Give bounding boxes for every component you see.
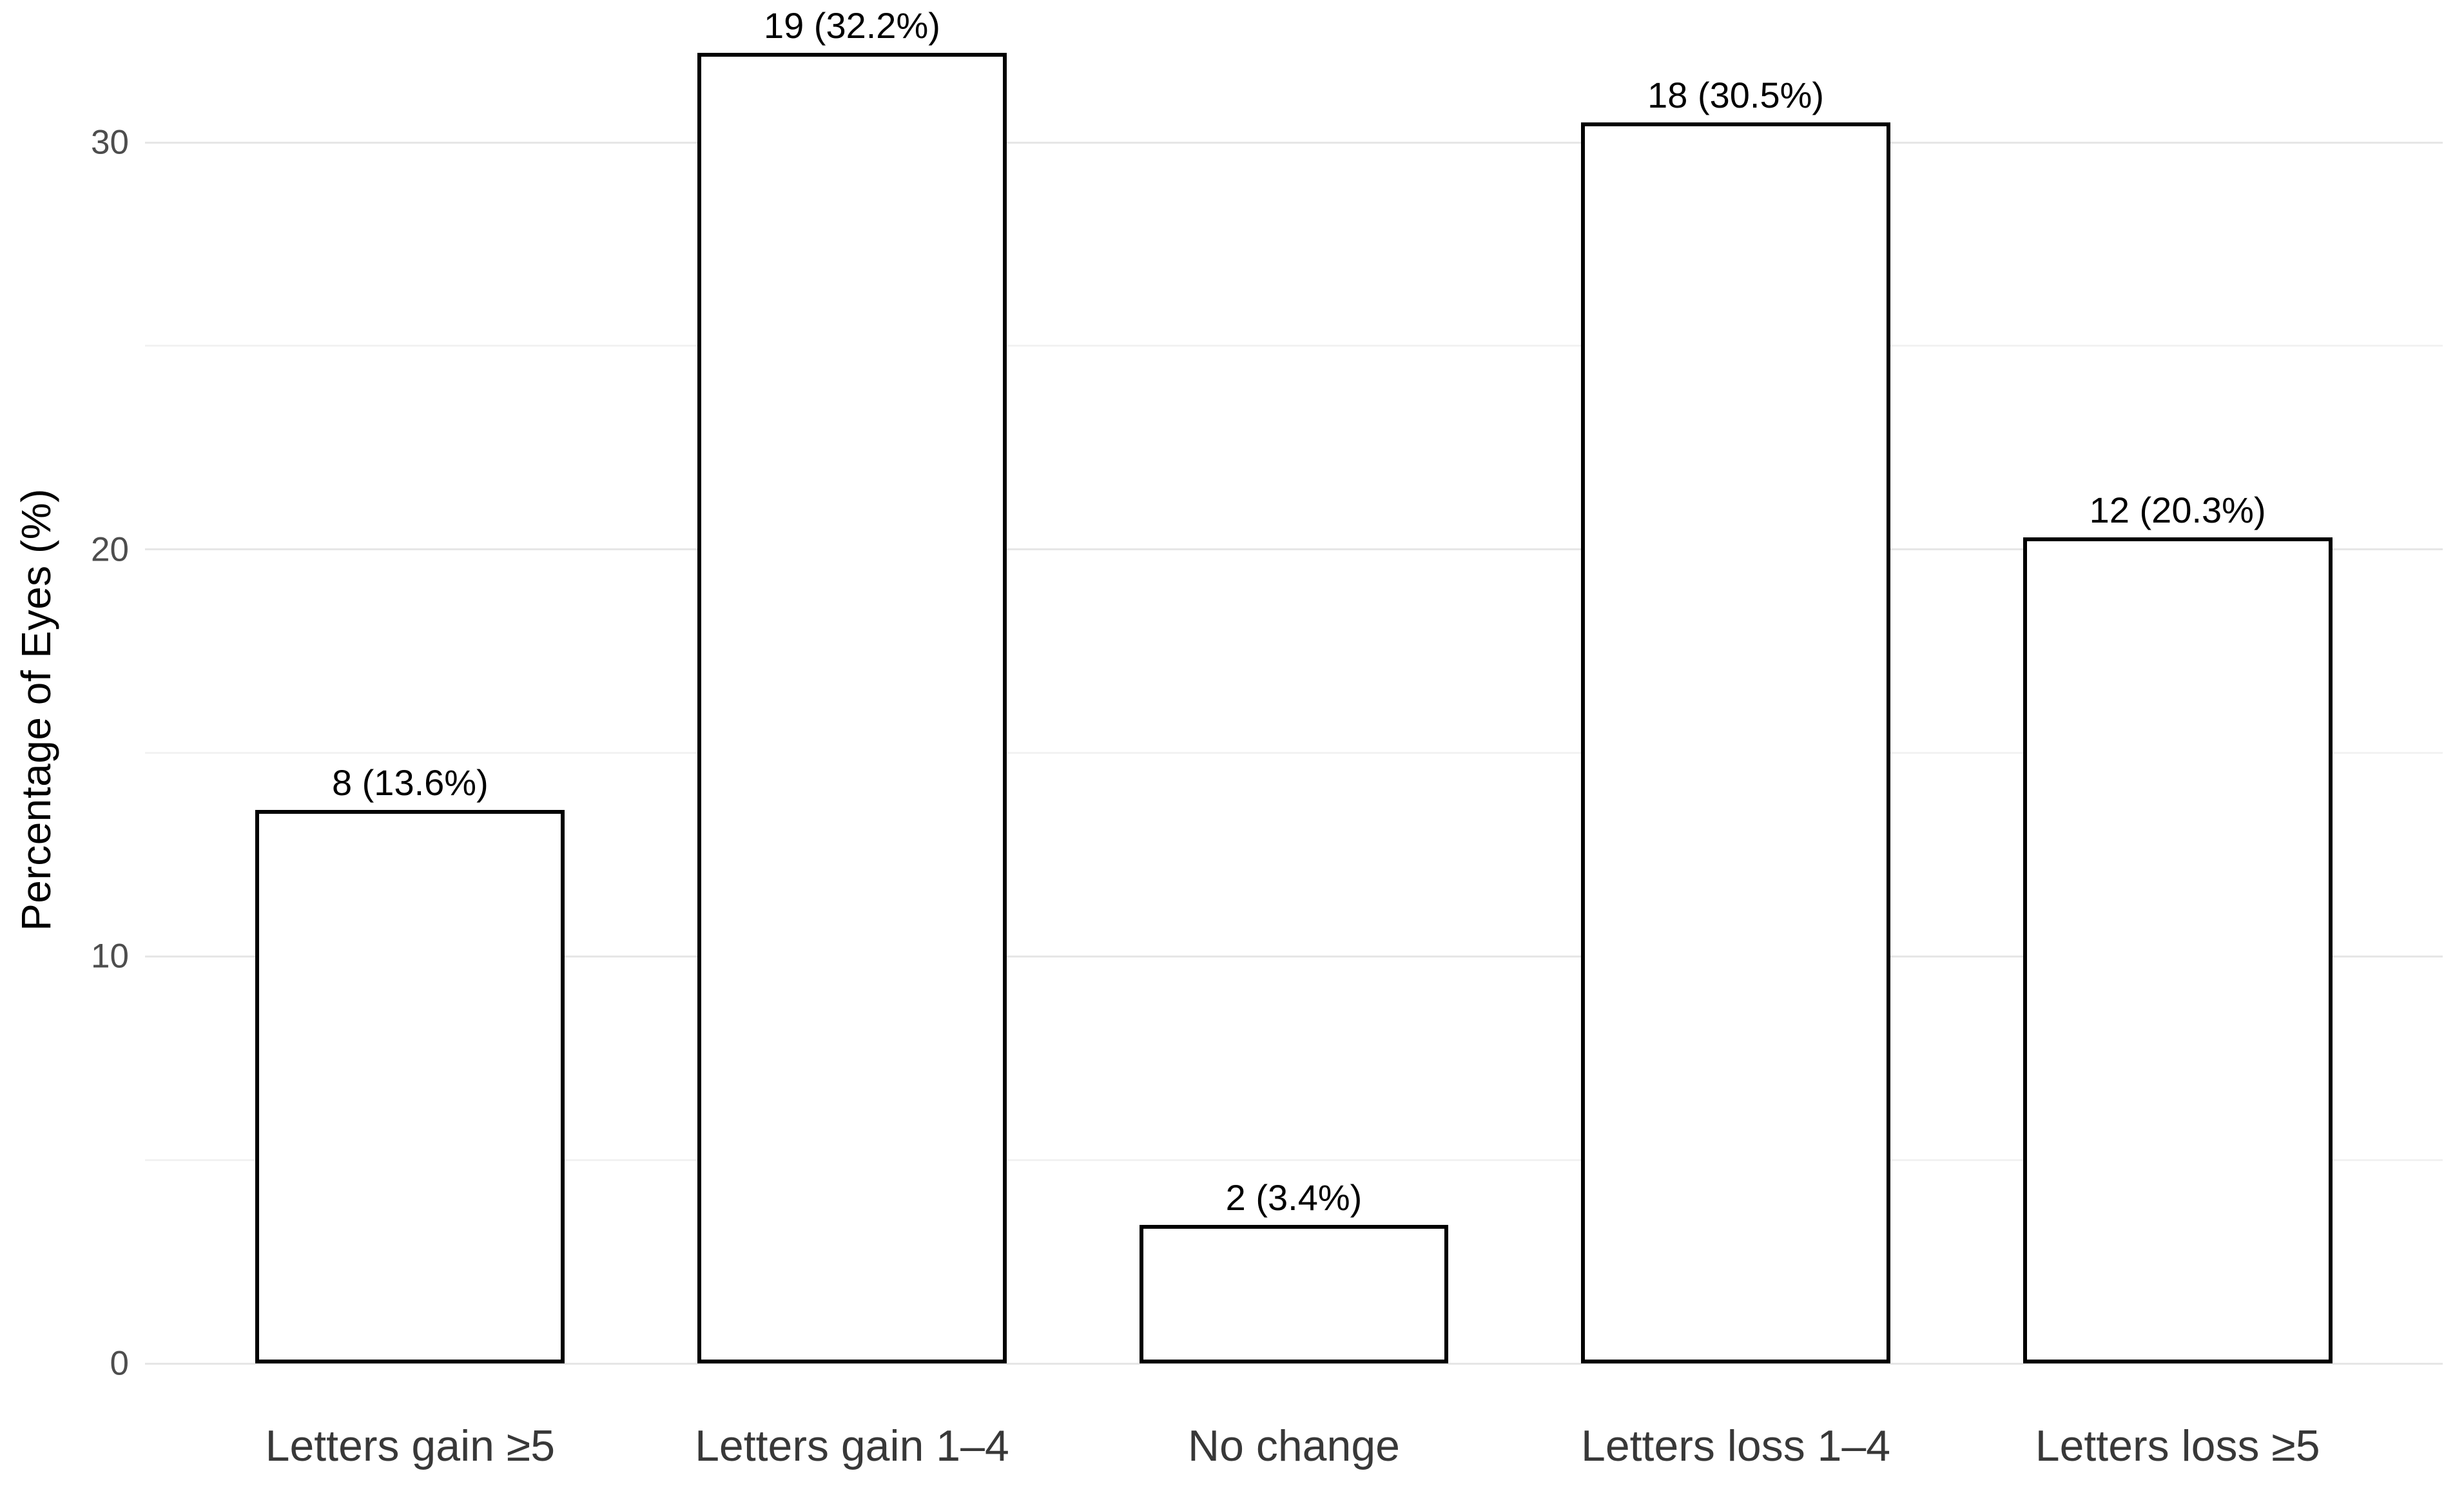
minor-gridline xyxy=(145,345,2443,347)
minor-gridline xyxy=(145,752,2443,755)
x-category-label: Letters loss 1–4 xyxy=(1581,1421,1891,1470)
bar-value-label: 2 (3.4%) xyxy=(1225,1177,1363,1218)
x-category-label: No change xyxy=(1188,1421,1400,1470)
bar-value-label: 18 (30.5%) xyxy=(1647,74,1825,115)
bar xyxy=(697,53,1007,1363)
major-gridline xyxy=(145,548,2443,551)
major-gridline xyxy=(145,1362,2443,1365)
y-tick-label: 10 xyxy=(91,937,129,976)
bar-value-label: 19 (32.2%) xyxy=(763,5,940,46)
bar xyxy=(2023,537,2333,1363)
bar xyxy=(255,809,565,1363)
y-tick-label: 20 xyxy=(91,530,129,569)
x-category-label: Letters gain 1–4 xyxy=(695,1421,1009,1470)
y-axis-tick-labels: 0 10 20 30 xyxy=(0,0,129,1381)
x-category-label: Letters gain ≥5 xyxy=(265,1421,556,1470)
y-tick-label: 0 xyxy=(110,1344,129,1383)
plot-panel: 8 (13.6%) 19 (32.2%) 2 (3.4%) 18 (30.5%) 12 … xyxy=(145,0,2443,1365)
bar-value-label: 12 (20.3%) xyxy=(2089,489,2266,530)
minor-gridline xyxy=(145,1159,2443,1161)
major-gridline xyxy=(145,955,2443,957)
major-gridline xyxy=(145,141,2443,144)
x-axis-category-labels: Letters gain ≥5 Letters gain 1–4 No change… xyxy=(145,1424,2443,1491)
bar xyxy=(1581,122,1891,1363)
x-category-label: Letters loss ≥5 xyxy=(2035,1421,2320,1470)
bar-value-label: 8 (13.6%) xyxy=(331,762,489,803)
bar xyxy=(1139,1225,1449,1363)
y-tick-label: 30 xyxy=(91,123,129,162)
